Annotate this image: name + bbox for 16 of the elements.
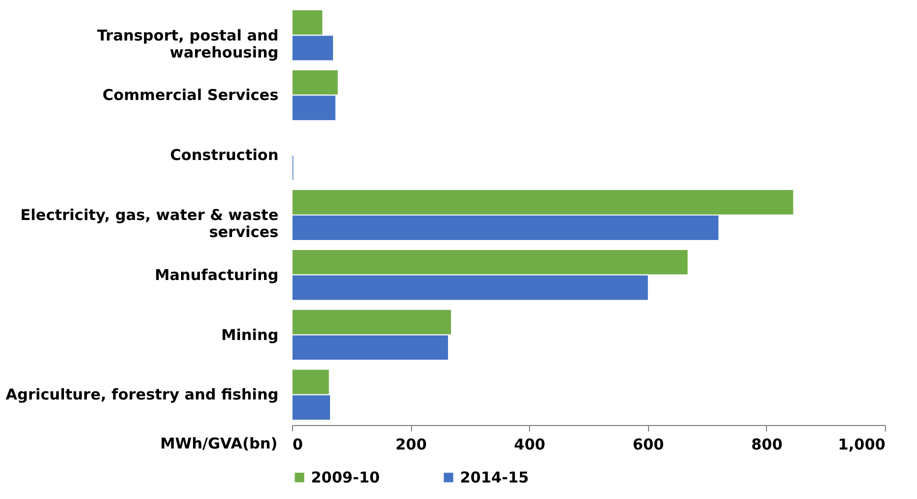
x-tick-label: 800 (751, 436, 783, 454)
y-tick-label: Manufacturing (154, 266, 278, 284)
x-tick-label: 1,000 (838, 436, 886, 454)
x-tick-label: 400 (514, 436, 546, 454)
legend-label: 2014-15 (460, 468, 529, 487)
x-tick-label: 600 (632, 436, 664, 454)
x-tick-label: 0 (292, 436, 303, 454)
y-tick-label: Commercial Services (102, 86, 279, 104)
legend-label: 2009-10 (311, 468, 380, 487)
x-tick-label: 200 (395, 436, 427, 454)
x-axis-title: MWh/GVA(bn) (160, 434, 278, 452)
y-tick-label: Electricity, gas, water & waste services (20, 206, 279, 241)
y-tick-label: Transport, postal and warehousing (97, 26, 278, 62)
y-tick-label: Agriculture, forestry and fishing (6, 386, 278, 404)
y-tick-label: Mining (221, 326, 278, 344)
y-tick-label: Construction (170, 146, 278, 164)
